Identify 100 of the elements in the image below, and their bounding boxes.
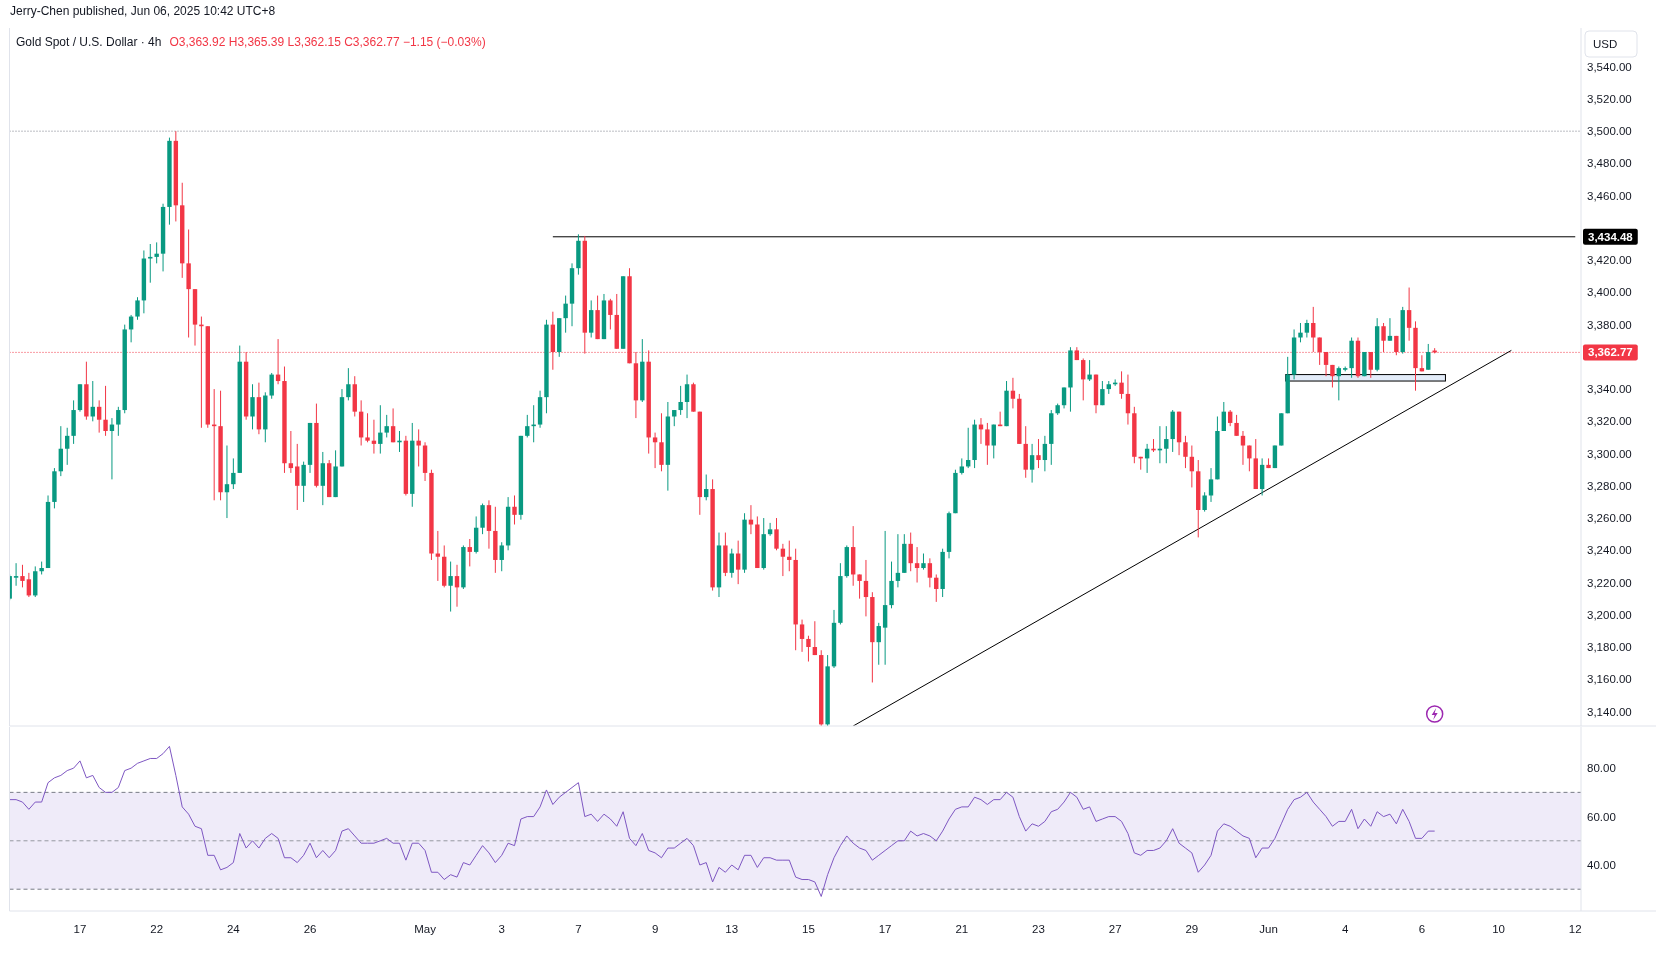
x-tick-label: May — [414, 923, 437, 935]
candlestick — [301, 461, 306, 503]
candlestick — [65, 427, 70, 466]
candlestick — [659, 412, 664, 472]
candlestick — [1208, 467, 1214, 503]
candlestick — [812, 620, 818, 656]
candlestick — [704, 474, 709, 501]
text: Jerry-Chen published, Jun 06, 2025 10:42 UTC+8 — [10, 4, 276, 18]
candlestick — [1368, 351, 1373, 379]
x-tick-label: 10 — [1492, 923, 1505, 935]
x-tick-label: 24 — [226, 923, 241, 935]
candlestick — [148, 243, 153, 284]
candlestick — [1381, 322, 1386, 353]
x-tick-label: 23 — [1032, 923, 1045, 935]
candlestick — [1087, 359, 1092, 382]
x-tick-label: 4 — [1342, 923, 1350, 935]
candlestick — [563, 295, 568, 334]
candlestick — [525, 414, 530, 438]
text: Gold Spot / U.S. Dollar · 4h — [16, 35, 162, 49]
candlestick — [652, 432, 658, 469]
candlestick — [378, 404, 383, 455]
y-tick-label: 3,340.00 — [1587, 383, 1632, 396]
y-tick-label: 3,480.00 — [1587, 157, 1632, 170]
x-tick-label: 13 — [725, 923, 739, 935]
candlestick — [103, 385, 108, 437]
y-tick-label: 3,380.00 — [1587, 318, 1632, 331]
y-tick-label: 3,520.00 — [1587, 92, 1632, 105]
candlestick — [780, 543, 786, 577]
y-axis-title: USD — [1593, 38, 1618, 51]
candlestick — [588, 299, 594, 339]
y-tick-label: 40.00 — [1587, 859, 1616, 872]
data-label: 3,434.48 — [1588, 230, 1634, 243]
y-tick-label: 3,180.00 — [1587, 641, 1632, 654]
candlestick — [250, 383, 255, 430]
x-tick-label: Jun — [1259, 923, 1278, 935]
candlestick — [991, 424, 996, 459]
candlestick — [1164, 425, 1169, 464]
line-series — [9, 745, 1436, 897]
candlestick — [895, 533, 901, 588]
candlestick — [1298, 322, 1303, 343]
y-tick-label: 3,260.00 — [1587, 512, 1632, 525]
candlestick — [678, 385, 683, 416]
candlestick — [608, 298, 613, 330]
candlestick — [96, 399, 102, 434]
candlestick — [231, 457, 236, 490]
candlestick — [269, 372, 274, 400]
x-tick-label: 27 — [1108, 923, 1122, 935]
candlestick — [1336, 366, 1342, 401]
x-tick-label: 17 — [878, 923, 892, 935]
y-tick-label: 3,160.00 — [1587, 673, 1632, 686]
y-tick-label: 80.00 — [1587, 762, 1616, 775]
x-tick-label: 15 — [802, 923, 815, 935]
y-tick-label: 3,140.00 — [1587, 705, 1632, 718]
candlestick — [13, 562, 19, 587]
candlestick — [1100, 380, 1105, 406]
candlestick — [1240, 430, 1246, 466]
candlestick — [1119, 370, 1124, 400]
candlestick — [320, 451, 326, 506]
candlestick — [735, 540, 741, 585]
candlestick — [224, 445, 230, 519]
candlestick — [914, 546, 920, 584]
x-tick-label: 22 — [150, 923, 164, 935]
candlestick — [876, 622, 881, 666]
candlestick — [767, 522, 773, 537]
candlestick — [1029, 443, 1035, 484]
candlestick — [857, 573, 862, 600]
candlestick — [416, 428, 421, 467]
candlestick — [512, 494, 517, 525]
candlestick — [384, 414, 389, 438]
x-tick-label: 9 — [651, 923, 659, 935]
y-tick-label: 3,400.00 — [1587, 286, 1632, 299]
candlestick — [985, 422, 990, 466]
candlestick — [774, 517, 779, 551]
candlestick — [1042, 435, 1048, 472]
candlestick — [1202, 491, 1207, 513]
x-tick-label: 12 — [1568, 923, 1582, 935]
candlestick — [26, 572, 32, 598]
candlestick — [390, 407, 396, 443]
candlestick — [799, 619, 805, 653]
candlestick — [1061, 386, 1067, 409]
candlestick — [295, 443, 300, 511]
candlestick — [908, 532, 913, 572]
y-tick-label: 3,220.00 — [1587, 576, 1632, 589]
candlestick — [346, 367, 351, 401]
candlestick — [154, 241, 159, 264]
candlestick — [1406, 287, 1412, 342]
y-tick-label: 3,500.00 — [1587, 125, 1632, 138]
y-tick-label: 3,240.00 — [1587, 544, 1632, 557]
candlestick — [116, 406, 121, 437]
candlestick — [882, 530, 888, 666]
candlestick — [1426, 343, 1431, 371]
y-tick-label: 3,320.00 — [1587, 415, 1632, 428]
candlestick — [1183, 435, 1188, 469]
y-tick-label: 3,200.00 — [1587, 608, 1632, 621]
x-tick-label: 26 — [303, 923, 317, 935]
y-tick-label: 3,420.00 — [1587, 254, 1632, 267]
x-tick-label: 17 — [73, 923, 87, 935]
ref-line-label: 3,362.77 — [1588, 346, 1633, 359]
candlestick — [1234, 414, 1239, 437]
candlestick — [1387, 317, 1393, 342]
